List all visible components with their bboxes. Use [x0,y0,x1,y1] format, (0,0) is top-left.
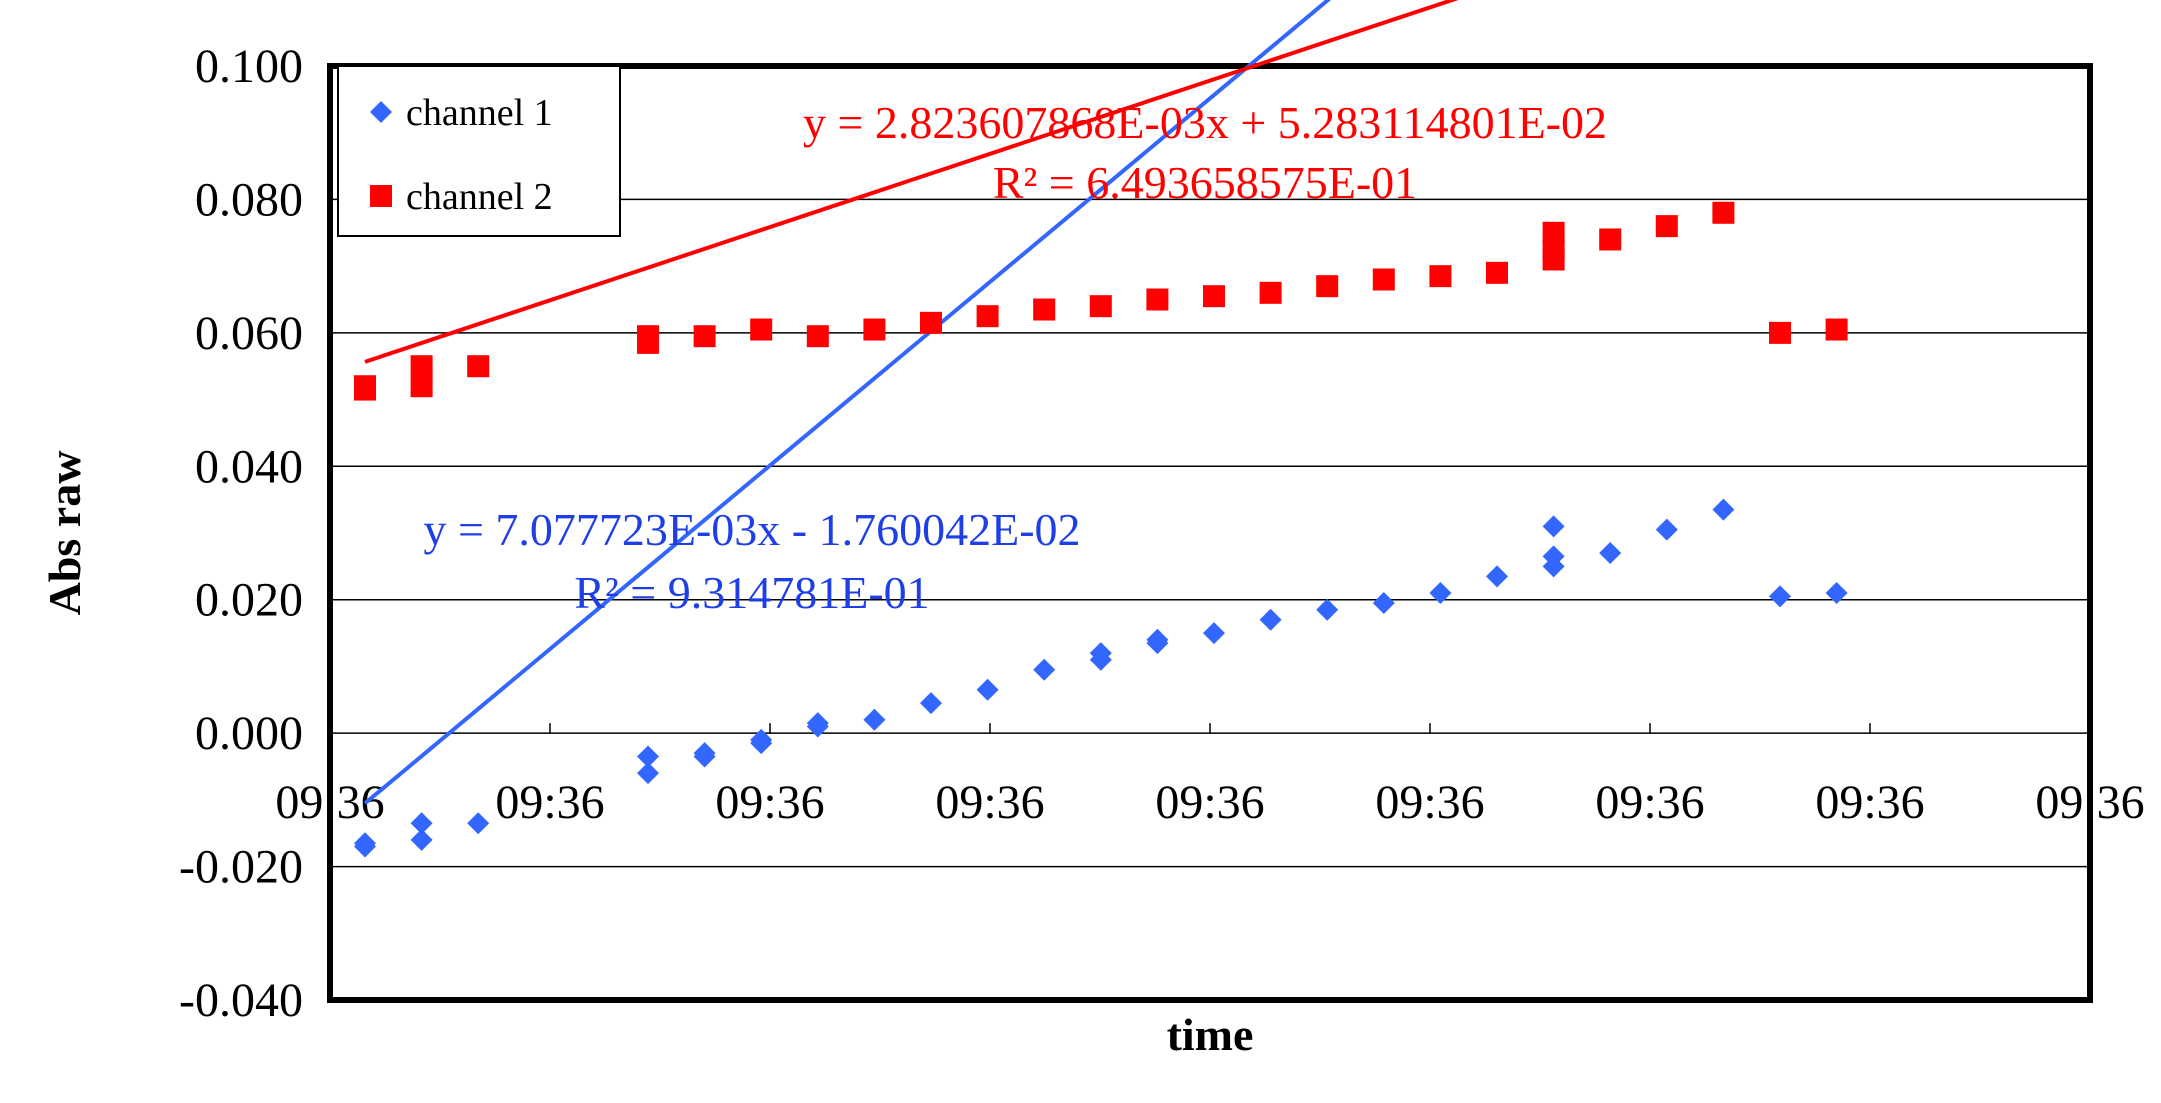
y-tick-label: 0.020 [195,574,303,627]
y-tick-label: -0.020 [179,841,303,894]
data-point-channel-1 [1825,582,1848,605]
x-tick-label: 09:36 [1375,776,1484,829]
data-point-channel-1 [1316,598,1339,621]
data-point-channel-1 [1372,592,1395,615]
data-point-channel-2 [410,355,433,378]
x-tick-label: 09:36 [1595,776,1704,829]
data-point-channel-1 [1542,515,1565,538]
x-tick-label: 09:36 [715,776,824,829]
data-point-channel-2 [1769,321,1791,344]
data-point-channel-2 [1259,281,1282,304]
data-point-channel-2 [1316,275,1339,298]
data-point-channel-2 [920,311,942,334]
data-point-channel-2 [1542,238,1565,261]
data-point-channel-2 [1372,268,1395,291]
data-point-channel-1 [410,828,433,851]
x-axis-title: time [1167,1009,1254,1060]
data-point-channel-1 [976,678,999,701]
data-point-channel-1 [1486,565,1508,588]
data-point-channel-2 [637,325,659,348]
x-tick-label: 09:36 [935,776,1044,829]
data-point-channel-1 [806,712,829,735]
data-point-channel-1 [1429,582,1452,605]
data-point-channel-2 [863,318,886,341]
data-point-channel-1 [863,708,886,731]
legend-marker-channel-1 [370,101,392,123]
data-point-channel-2 [1542,221,1565,244]
data-point-channel-1 [1259,608,1282,631]
channel-1-equation: y = 7.077723E-03x - 1.760042E-02 [423,504,1080,555]
trendline-channel-2 [364,0,1459,364]
data-point-channel-2 [1599,228,1622,251]
y-tick-label: -0.040 [179,974,303,1027]
x-tick-label: 09:36 [495,776,604,829]
data-point-channel-1 [467,812,490,835]
y-axis-title: Abs raw [39,451,90,616]
data-point-channel-1 [1146,628,1169,651]
x-tick-label: 09:36 [1155,776,1264,829]
data-point-channel-1 [1203,622,1225,645]
trend-lines [363,0,1459,805]
y-tick-label: 0.100 [195,40,303,93]
y-tick-label: 0.000 [195,707,303,760]
legend: channel 1 channel 2 [337,65,621,237]
data-point-channel-2 [806,325,829,348]
x-tick-label: 09:36 [1815,776,1924,829]
data-point-channel-2 [1825,318,1848,341]
data-point-channel-1 [410,812,433,835]
y-tick-label: 0.040 [195,440,303,493]
plot-area [327,63,2093,1003]
legend-label-channel-1: channel 1 [406,92,553,134]
legend-box [337,65,621,237]
data-point-channel-1 [354,832,376,855]
data-point-channel-2 [1089,295,1112,318]
legend-label-channel-2: channel 2 [406,176,553,218]
data-point-channel-1 [1033,658,1056,681]
data-point-channel-2 [693,325,716,348]
legend-marker-channel-2 [370,185,392,207]
data-point-channel-2 [1486,261,1508,284]
data-point-channel-1 [1769,585,1791,608]
data-point-channel-1 [1089,642,1112,665]
data-point-channel-2 [1033,298,1056,321]
data-point-channel-2 [750,318,773,341]
data-point-channel-2 [1655,215,1678,238]
data-point-channel-2 [467,355,490,378]
data-point-channel-2 [410,375,433,398]
y-tick-label: 0.060 [195,307,303,360]
data-point-channel-1 [1599,542,1622,565]
data-point-channel-2 [976,305,999,328]
data-point-channel-1 [1712,498,1735,521]
data-point-channel-1 [1655,518,1678,541]
data-point-channel-1 [920,692,942,715]
data-point-channel-1 [637,745,659,768]
data-point-channel-2 [1429,265,1452,288]
channel-2-r-squared: R² = 6.493658575E-01 [993,157,1417,208]
y-axis-ticks: 0.100 0.080 0.060 0.040 0.020 0.000 -0.020 -0.0… [179,40,303,1027]
x-tick-label: 09:36 [2035,776,2144,829]
channel-1-r-squared: R² = 9.314781E-01 [574,567,929,618]
data-point-channel-2 [1712,201,1735,224]
data-points [354,201,1848,858]
data-point-channel-1 [637,762,659,785]
channel-2-equation: y = 2.823607868E-03x + 5.283114801E-02 [803,97,1607,148]
data-point-channel-2 [1146,288,1169,311]
data-point-channel-2 [1203,285,1225,308]
data-point-channel-1 [1542,545,1565,568]
data-point-channel-2 [354,378,376,401]
trendline-channel-1 [363,0,1332,805]
data-point-channel-1 [750,728,773,751]
data-point-channel-1 [693,742,716,765]
y-tick-label: 0.080 [195,173,303,226]
